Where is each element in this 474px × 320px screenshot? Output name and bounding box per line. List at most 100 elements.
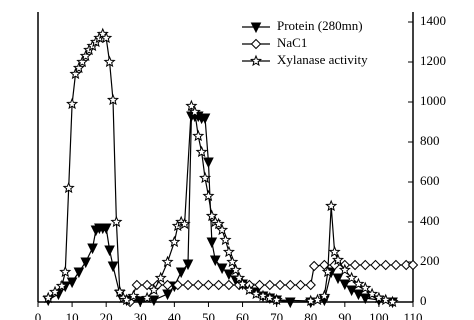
- data-point: [325, 199, 338, 212]
- data-point: [127, 289, 140, 302]
- data-point: [264, 279, 276, 291]
- data-point: [304, 294, 317, 307]
- data-point: [66, 277, 78, 289]
- data-point: [62, 181, 75, 194]
- data-point: [352, 277, 365, 290]
- data-point: [120, 293, 133, 306]
- data-point: [154, 271, 167, 284]
- data-point: [161, 255, 174, 268]
- data-point: [199, 113, 211, 125]
- data-point: [329, 259, 340, 271]
- data-point: [243, 283, 256, 296]
- data-point: [263, 291, 276, 304]
- data-point: [107, 261, 119, 273]
- data-point: [193, 279, 204, 291]
- data-point: [168, 235, 181, 248]
- legend-label: Protein (280mn): [277, 18, 363, 33]
- y-tick-label: 1000: [420, 93, 446, 108]
- x-tick-label: 40: [168, 310, 181, 320]
- data-point: [205, 209, 218, 222]
- data-point: [305, 279, 316, 291]
- x-tick-label: 10: [66, 310, 79, 320]
- data-point: [285, 279, 296, 291]
- data-point: [192, 129, 205, 142]
- data-point: [216, 223, 229, 236]
- x-tick-label: 70: [270, 310, 283, 320]
- data-point: [270, 293, 283, 306]
- data-point: [87, 243, 98, 255]
- data-point: [182, 259, 194, 271]
- y-tick-label: 400: [420, 213, 440, 228]
- data-point: [219, 233, 232, 246]
- data-point: [223, 269, 235, 281]
- data-point: [206, 237, 218, 249]
- x-tick-label: 20: [100, 310, 113, 320]
- y-tick-label: 200: [420, 253, 440, 268]
- data-point: [254, 279, 265, 291]
- data-point: [321, 265, 334, 278]
- data-point: [332, 273, 344, 285]
- data-point: [148, 295, 160, 307]
- data-point: [359, 281, 372, 294]
- legend-label: Xylanase activity: [277, 52, 368, 67]
- data-point: [400, 259, 412, 271]
- x-tick-label: 90: [338, 310, 351, 320]
- data-point: [212, 217, 225, 230]
- data-point: [203, 157, 214, 169]
- x-tick-label: 60: [236, 310, 249, 320]
- x-tick-label: 0: [35, 310, 42, 320]
- data-point: [76, 55, 89, 68]
- x-tick-label: 50: [202, 310, 215, 320]
- data-point: [407, 259, 419, 271]
- data-point: [233, 271, 246, 284]
- data-point: [349, 259, 361, 271]
- legend-marker: [250, 38, 262, 50]
- data-point: [345, 271, 358, 284]
- data-point: [100, 223, 112, 235]
- legend-label: NaC1: [277, 35, 307, 50]
- data-point: [308, 260, 320, 272]
- data-point: [318, 289, 331, 302]
- y-tick-label: 0: [420, 293, 427, 308]
- y-tick-label: 600: [420, 173, 440, 188]
- y-tick-label: 1200: [420, 53, 446, 68]
- data-point: [250, 287, 263, 300]
- data-point: [226, 255, 239, 268]
- y-tick-label: 800: [420, 133, 440, 148]
- data-point: [178, 217, 191, 230]
- data-point: [295, 279, 306, 291]
- data-point: [339, 279, 351, 291]
- data-point: [80, 257, 92, 269]
- data-point: [331, 253, 345, 266]
- data-point: [182, 279, 194, 291]
- data-point: [110, 215, 123, 228]
- data-point: [188, 105, 201, 118]
- data-point: [328, 245, 341, 258]
- data-point: [311, 293, 324, 306]
- x-tick-label: 100: [369, 310, 389, 320]
- data-point: [202, 189, 215, 202]
- data-point: [338, 263, 351, 276]
- data-point: [131, 279, 143, 291]
- data-point: [147, 283, 160, 296]
- data-point: [213, 279, 224, 291]
- data-point: [72, 61, 85, 74]
- y-tick-label: 1400: [420, 13, 446, 28]
- data-point: [103, 55, 116, 68]
- x-tick-label: 30: [134, 310, 147, 320]
- legend-marker: [249, 54, 263, 67]
- data-point: [366, 287, 379, 300]
- data-point: [106, 93, 120, 106]
- data-point: [223, 279, 235, 291]
- data-point: [73, 267, 85, 279]
- data-point: [104, 245, 115, 257]
- data-point: [203, 279, 214, 291]
- data-point: [256, 289, 270, 302]
- data-point: [195, 145, 208, 158]
- data-point: [79, 49, 92, 62]
- data-point: [141, 279, 153, 291]
- data-point: [172, 279, 183, 291]
- data-point: [209, 255, 221, 267]
- data-point: [319, 259, 330, 271]
